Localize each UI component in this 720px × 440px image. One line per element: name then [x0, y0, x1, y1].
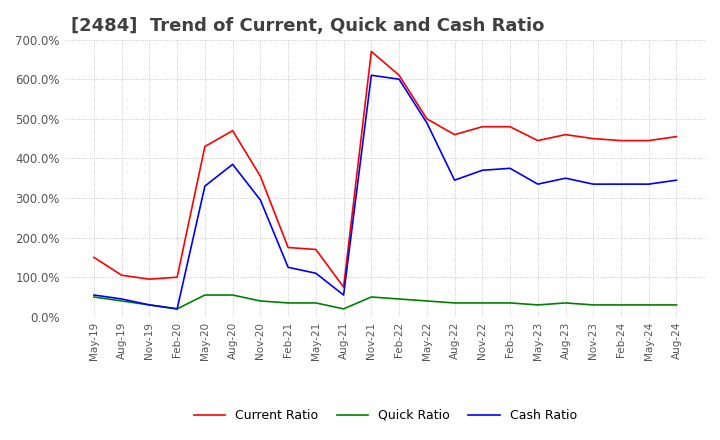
Line: Quick Ratio: Quick Ratio	[94, 295, 677, 309]
Cash Ratio	[478, 168, 487, 173]
Cash Ratio	[534, 181, 542, 187]
Cash Ratio	[173, 306, 181, 312]
Cash Ratio	[672, 177, 681, 183]
Current Ratio	[117, 272, 126, 278]
Cash Ratio	[339, 292, 348, 297]
Current Ratio	[201, 144, 210, 149]
Quick Ratio	[339, 306, 348, 312]
Current Ratio	[89, 255, 98, 260]
Quick Ratio	[395, 297, 403, 302]
Text: [2484]  Trend of Current, Quick and Cash Ratio: [2484] Trend of Current, Quick and Cash …	[71, 17, 544, 35]
Quick Ratio	[478, 300, 487, 305]
Cash Ratio	[367, 73, 376, 78]
Current Ratio	[395, 73, 403, 78]
Current Ratio	[616, 138, 625, 143]
Current Ratio	[478, 124, 487, 129]
Quick Ratio	[644, 302, 653, 308]
Current Ratio	[505, 124, 514, 129]
Current Ratio	[173, 275, 181, 280]
Current Ratio	[256, 173, 265, 179]
Current Ratio	[672, 134, 681, 139]
Cash Ratio	[589, 181, 598, 187]
Current Ratio	[312, 247, 320, 252]
Quick Ratio	[589, 302, 598, 308]
Quick Ratio	[228, 292, 237, 297]
Line: Current Ratio: Current Ratio	[94, 51, 677, 287]
Current Ratio	[339, 284, 348, 290]
Current Ratio	[228, 128, 237, 133]
Quick Ratio	[367, 294, 376, 300]
Cash Ratio	[616, 181, 625, 187]
Quick Ratio	[145, 302, 154, 308]
Current Ratio	[561, 132, 570, 137]
Quick Ratio	[173, 306, 181, 312]
Cash Ratio	[228, 161, 237, 167]
Quick Ratio	[284, 300, 292, 305]
Cash Ratio	[201, 183, 210, 189]
Current Ratio	[284, 245, 292, 250]
Quick Ratio	[505, 300, 514, 305]
Cash Ratio	[644, 181, 653, 187]
Cash Ratio	[450, 177, 459, 183]
Quick Ratio	[423, 298, 431, 304]
Cash Ratio	[284, 264, 292, 270]
Quick Ratio	[256, 298, 265, 304]
Cash Ratio	[256, 197, 265, 202]
Current Ratio	[145, 276, 154, 282]
Quick Ratio	[117, 298, 126, 304]
Current Ratio	[644, 138, 653, 143]
Cash Ratio	[423, 120, 431, 125]
Current Ratio	[423, 116, 431, 121]
Quick Ratio	[561, 300, 570, 305]
Legend: Current Ratio, Quick Ratio, Cash Ratio: Current Ratio, Quick Ratio, Cash Ratio	[189, 404, 582, 427]
Quick Ratio	[89, 294, 98, 300]
Cash Ratio	[505, 165, 514, 171]
Quick Ratio	[616, 302, 625, 308]
Cash Ratio	[145, 302, 154, 308]
Cash Ratio	[117, 297, 126, 302]
Current Ratio	[534, 138, 542, 143]
Cash Ratio	[89, 292, 98, 297]
Quick Ratio	[534, 302, 542, 308]
Cash Ratio	[312, 271, 320, 276]
Current Ratio	[367, 49, 376, 54]
Cash Ratio	[561, 176, 570, 181]
Quick Ratio	[312, 300, 320, 305]
Current Ratio	[450, 132, 459, 137]
Quick Ratio	[201, 292, 210, 297]
Current Ratio	[589, 136, 598, 141]
Line: Cash Ratio: Cash Ratio	[94, 75, 677, 309]
Quick Ratio	[450, 300, 459, 305]
Cash Ratio	[395, 77, 403, 82]
Quick Ratio	[672, 302, 681, 308]
